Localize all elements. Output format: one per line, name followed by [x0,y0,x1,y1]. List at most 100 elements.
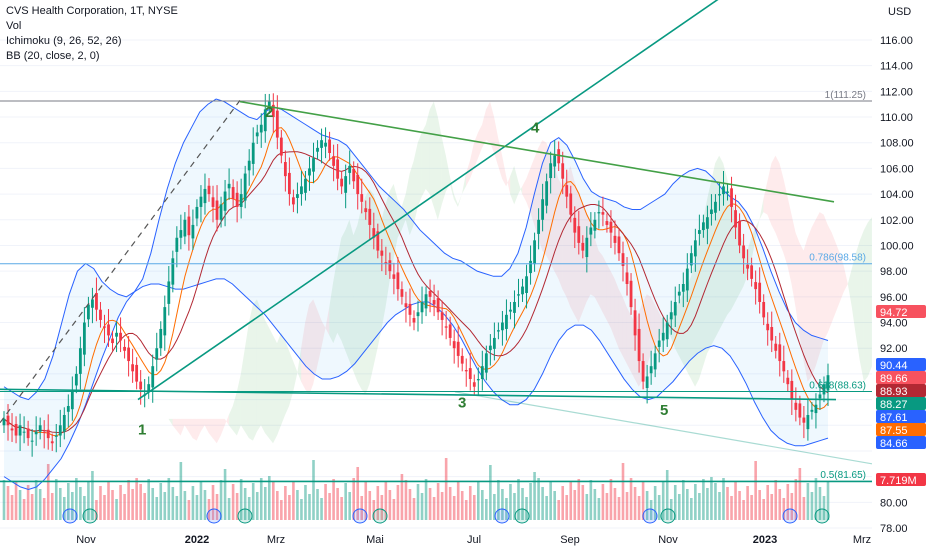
volume-bar [734,482,737,520]
candle-body [601,212,605,215]
cloud-segment [787,196,792,284]
price-tick-label: 108.00 [880,138,914,150]
volume-bar [722,478,725,520]
candle-body [742,245,745,259]
volume-bar [706,488,709,520]
cloud-segment [522,178,527,202]
candle-body [822,384,826,395]
candle-body [613,235,617,243]
cloud-segment [650,296,655,354]
price-badge [876,436,926,449]
candle-body [30,440,34,442]
volume-bar [822,496,826,520]
tenkan-line [3,127,829,437]
time-axis: Nov 2022 Mrz Mai Jul Sep Nov 2023 Mrz [76,534,871,546]
volume-bar [231,484,235,520]
volume-bar [826,482,830,520]
cloud-segment [453,194,458,207]
volume-bar [388,490,392,520]
time-tick-label: Mai [366,534,384,546]
volume-bar [199,481,203,520]
cloud-segment [562,176,567,297]
volume-bar [464,500,468,520]
lower-fan-line [454,391,873,465]
cloud-segment [654,304,659,346]
candle-body [74,373,78,386]
legend-bb[interactable]: BB (20, close, 2, 0) [6,50,100,62]
volume-bar [123,494,126,520]
volume-bar [99,486,102,520]
volume-bar [147,479,151,520]
candle-body [396,272,400,290]
candle-body [320,140,323,148]
candle-body [476,379,480,381]
cloud-segment [819,212,824,354]
cloud-segment [232,391,237,436]
cloud-segment [413,142,418,225]
candle-body [718,194,721,196]
candle-body [545,181,549,206]
volume-bar [272,482,275,520]
volume-bar [38,489,42,520]
cloud-segment [417,132,422,207]
volume-bar [6,486,10,520]
candle-body [328,139,331,154]
candle-body [247,160,251,171]
volume-bar [107,481,110,520]
candle-body [766,323,770,331]
legend-title[interactable]: CVS Health Corporation, 1T, NYSE [6,5,178,17]
legend-ichimoku[interactable]: Ichimoku (9, 26, 52, 26) [6,35,122,47]
volume-bar [452,496,456,520]
volume-bar [211,485,215,520]
cloud-segment [590,224,595,297]
candle-body [34,431,38,435]
cloud-segment [622,296,627,364]
cloud-segment [514,165,519,205]
candle-body [404,303,408,308]
volume-bar [71,492,74,520]
candle-body [577,226,581,243]
cloud-segment [723,163,728,323]
candle-body [609,221,613,233]
cloud-segment [421,124,426,197]
candle-body [78,348,82,374]
legend-vol[interactable]: Vol [6,20,22,32]
candle-body [480,366,484,380]
volume-bar [384,481,388,520]
cloud-segment [783,178,788,267]
cloud-segment [867,217,872,377]
volume-bar [485,499,488,520]
cloud-segment [196,418,201,441]
volume-bar [139,484,142,520]
earnings-marker [514,508,530,524]
candle-body [356,174,360,195]
candle-body [380,250,384,256]
candle-body [255,132,259,137]
cloud-segment [449,176,454,200]
cloud-segment [558,178,563,290]
candle-body [300,186,303,195]
volume-bar [746,486,749,520]
volume-bar [714,483,717,520]
volume-bar [710,477,713,520]
cloud-segment [839,253,844,302]
candle-body [127,347,131,362]
event-markers [62,508,830,524]
candle-body [456,341,460,356]
volume-bar [83,496,86,520]
candle-body [770,327,774,341]
candle-body [159,328,163,349]
candle-body [368,208,372,225]
volume-bar [481,490,484,520]
volume-bar [702,479,705,520]
volume-bar [340,497,343,520]
volume-bar [505,498,508,520]
candle-body [227,183,231,189]
kijun-line [3,151,829,434]
volume-bar [420,493,424,520]
candle-body [26,428,30,439]
volume-bar [557,500,560,520]
volume-bar [127,480,130,520]
volume-bar [629,478,633,520]
